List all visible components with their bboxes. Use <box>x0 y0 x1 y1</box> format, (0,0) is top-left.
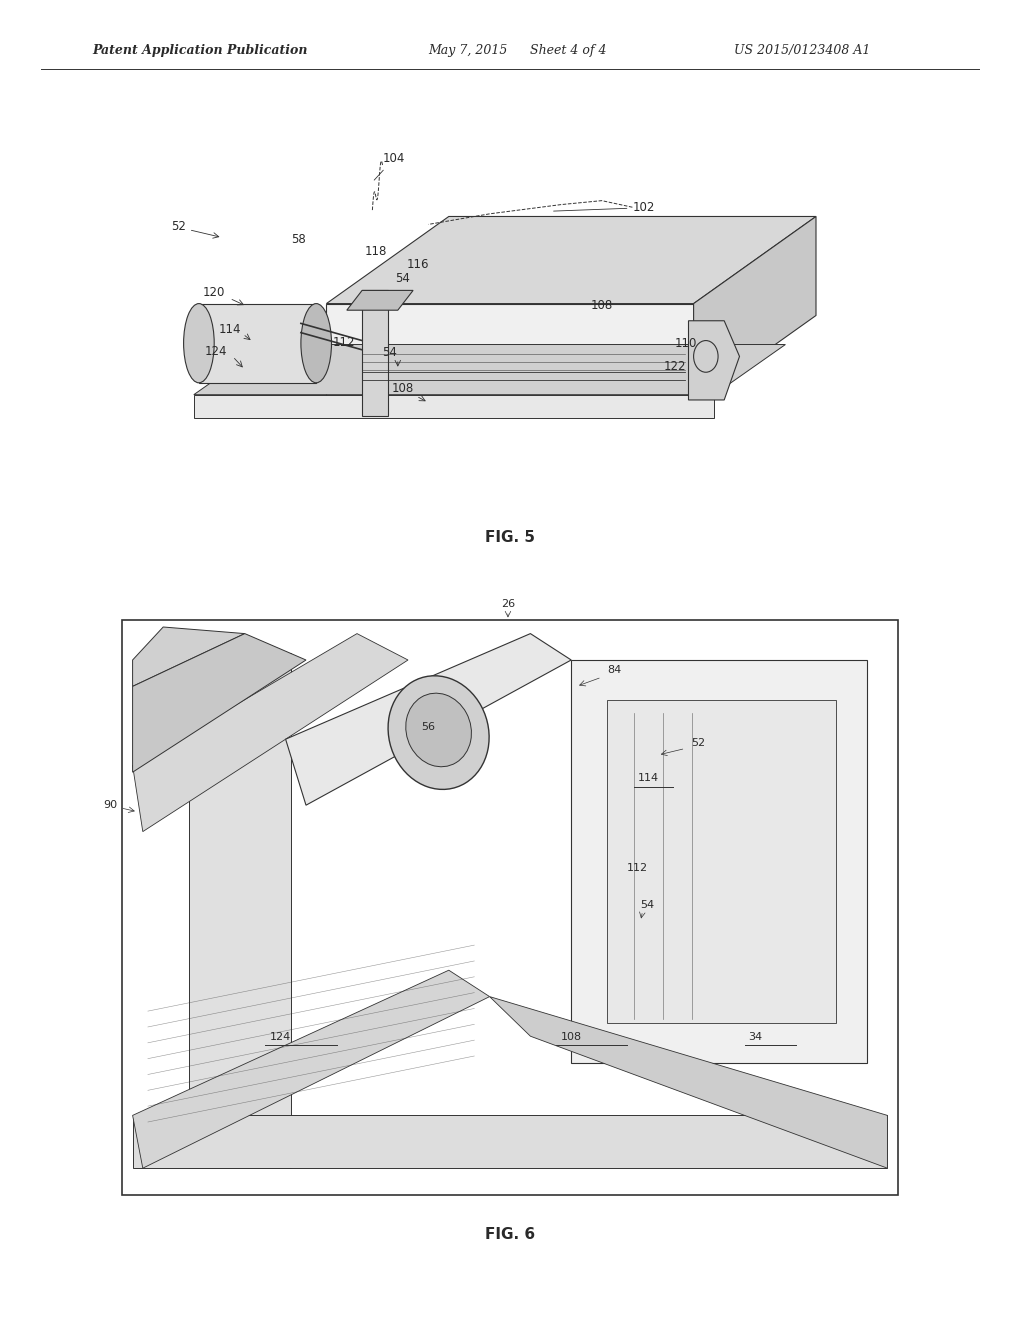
Text: 112: 112 <box>627 863 648 874</box>
Polygon shape <box>285 634 571 805</box>
Text: 104: 104 <box>374 152 405 180</box>
Text: 116: 116 <box>407 257 429 271</box>
Polygon shape <box>132 627 245 686</box>
Polygon shape <box>132 1115 887 1168</box>
Text: 114: 114 <box>637 774 658 784</box>
Text: 56: 56 <box>421 722 435 733</box>
Polygon shape <box>606 700 836 1023</box>
Polygon shape <box>326 304 693 403</box>
Text: 118: 118 <box>364 244 386 257</box>
Polygon shape <box>362 290 387 416</box>
Text: US 2015/0123408 A1: US 2015/0123408 A1 <box>734 44 870 57</box>
Polygon shape <box>194 395 713 418</box>
Polygon shape <box>571 660 866 1063</box>
Polygon shape <box>688 321 739 400</box>
Text: 54: 54 <box>382 346 396 359</box>
Polygon shape <box>489 997 887 1168</box>
Text: 34: 34 <box>747 1032 761 1043</box>
Text: Sheet 4 of 4: Sheet 4 of 4 <box>530 44 606 57</box>
Text: 52: 52 <box>691 738 705 748</box>
Ellipse shape <box>387 676 489 789</box>
Text: Patent Application Publication: Patent Application Publication <box>92 44 307 57</box>
Text: 108: 108 <box>391 381 414 395</box>
Text: 108: 108 <box>560 1032 581 1043</box>
Text: 54: 54 <box>640 900 654 911</box>
Text: 124: 124 <box>270 1032 290 1043</box>
Polygon shape <box>189 653 290 1168</box>
Text: 108: 108 <box>590 298 612 312</box>
Text: 122: 122 <box>663 359 686 372</box>
Text: 112: 112 <box>332 335 355 348</box>
Text: 102: 102 <box>553 201 654 214</box>
Text: 26: 26 <box>500 599 515 610</box>
Text: 54: 54 <box>395 272 410 285</box>
Text: 124: 124 <box>205 345 227 358</box>
Text: 120: 120 <box>203 285 225 298</box>
Polygon shape <box>194 345 785 395</box>
Polygon shape <box>199 304 316 383</box>
Polygon shape <box>693 216 815 403</box>
Ellipse shape <box>301 304 331 383</box>
Ellipse shape <box>183 304 214 383</box>
Text: 84: 84 <box>606 665 621 676</box>
Text: FIG. 5: FIG. 5 <box>484 529 535 545</box>
Polygon shape <box>346 290 413 310</box>
Text: 52: 52 <box>171 219 185 232</box>
Bar <box>122 620 897 1195</box>
Ellipse shape <box>406 693 471 767</box>
Text: 90: 90 <box>103 800 117 810</box>
Text: 58: 58 <box>291 232 306 246</box>
Polygon shape <box>132 970 489 1168</box>
Polygon shape <box>132 634 408 832</box>
Text: 114: 114 <box>218 322 240 335</box>
Text: May 7, 2015: May 7, 2015 <box>428 44 507 57</box>
Polygon shape <box>326 216 815 304</box>
Polygon shape <box>132 634 306 772</box>
Text: FIG. 6: FIG. 6 <box>484 1226 535 1242</box>
Text: 110: 110 <box>674 337 696 350</box>
